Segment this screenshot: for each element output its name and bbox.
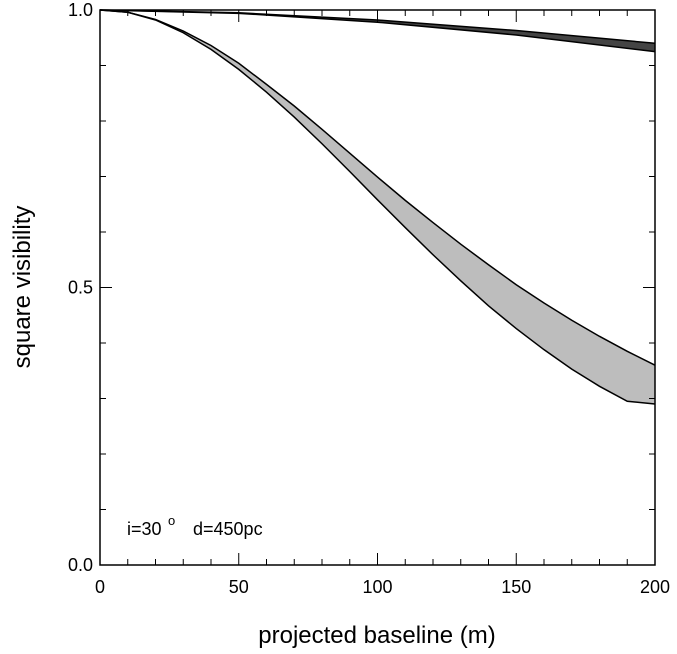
y-tick-label: 0.0: [68, 555, 93, 575]
y-axis-title: square visibility: [9, 206, 36, 369]
annotation-distance: d=450pc: [193, 519, 263, 539]
band-1-lower-line: [99, 9, 656, 405]
band-1-upper-line: [99, 9, 656, 366]
y-tick-label: 0.5: [68, 278, 93, 298]
annotation-degree-sup: o: [168, 513, 175, 528]
band-1-fill: [100, 10, 655, 405]
x-tick-label: 0: [95, 577, 105, 597]
ticks-layer: 0 50 100 150 200 0.0 0.5 1.0: [68, 0, 670, 597]
x-tick-label: 200: [640, 577, 670, 597]
x-tick-label: 50: [229, 577, 249, 597]
x-tick-label: 150: [501, 577, 531, 597]
y-tick-label: 1.0: [68, 0, 93, 20]
bands-layer: [99, 9, 656, 405]
plot-frame: [99, 9, 656, 566]
x-tick-label: 100: [362, 577, 392, 597]
annotation-inclination: i=30: [127, 519, 162, 539]
x-axis-title: projected baseline (m): [258, 622, 495, 649]
band-2-lower-line: [99, 9, 656, 53]
